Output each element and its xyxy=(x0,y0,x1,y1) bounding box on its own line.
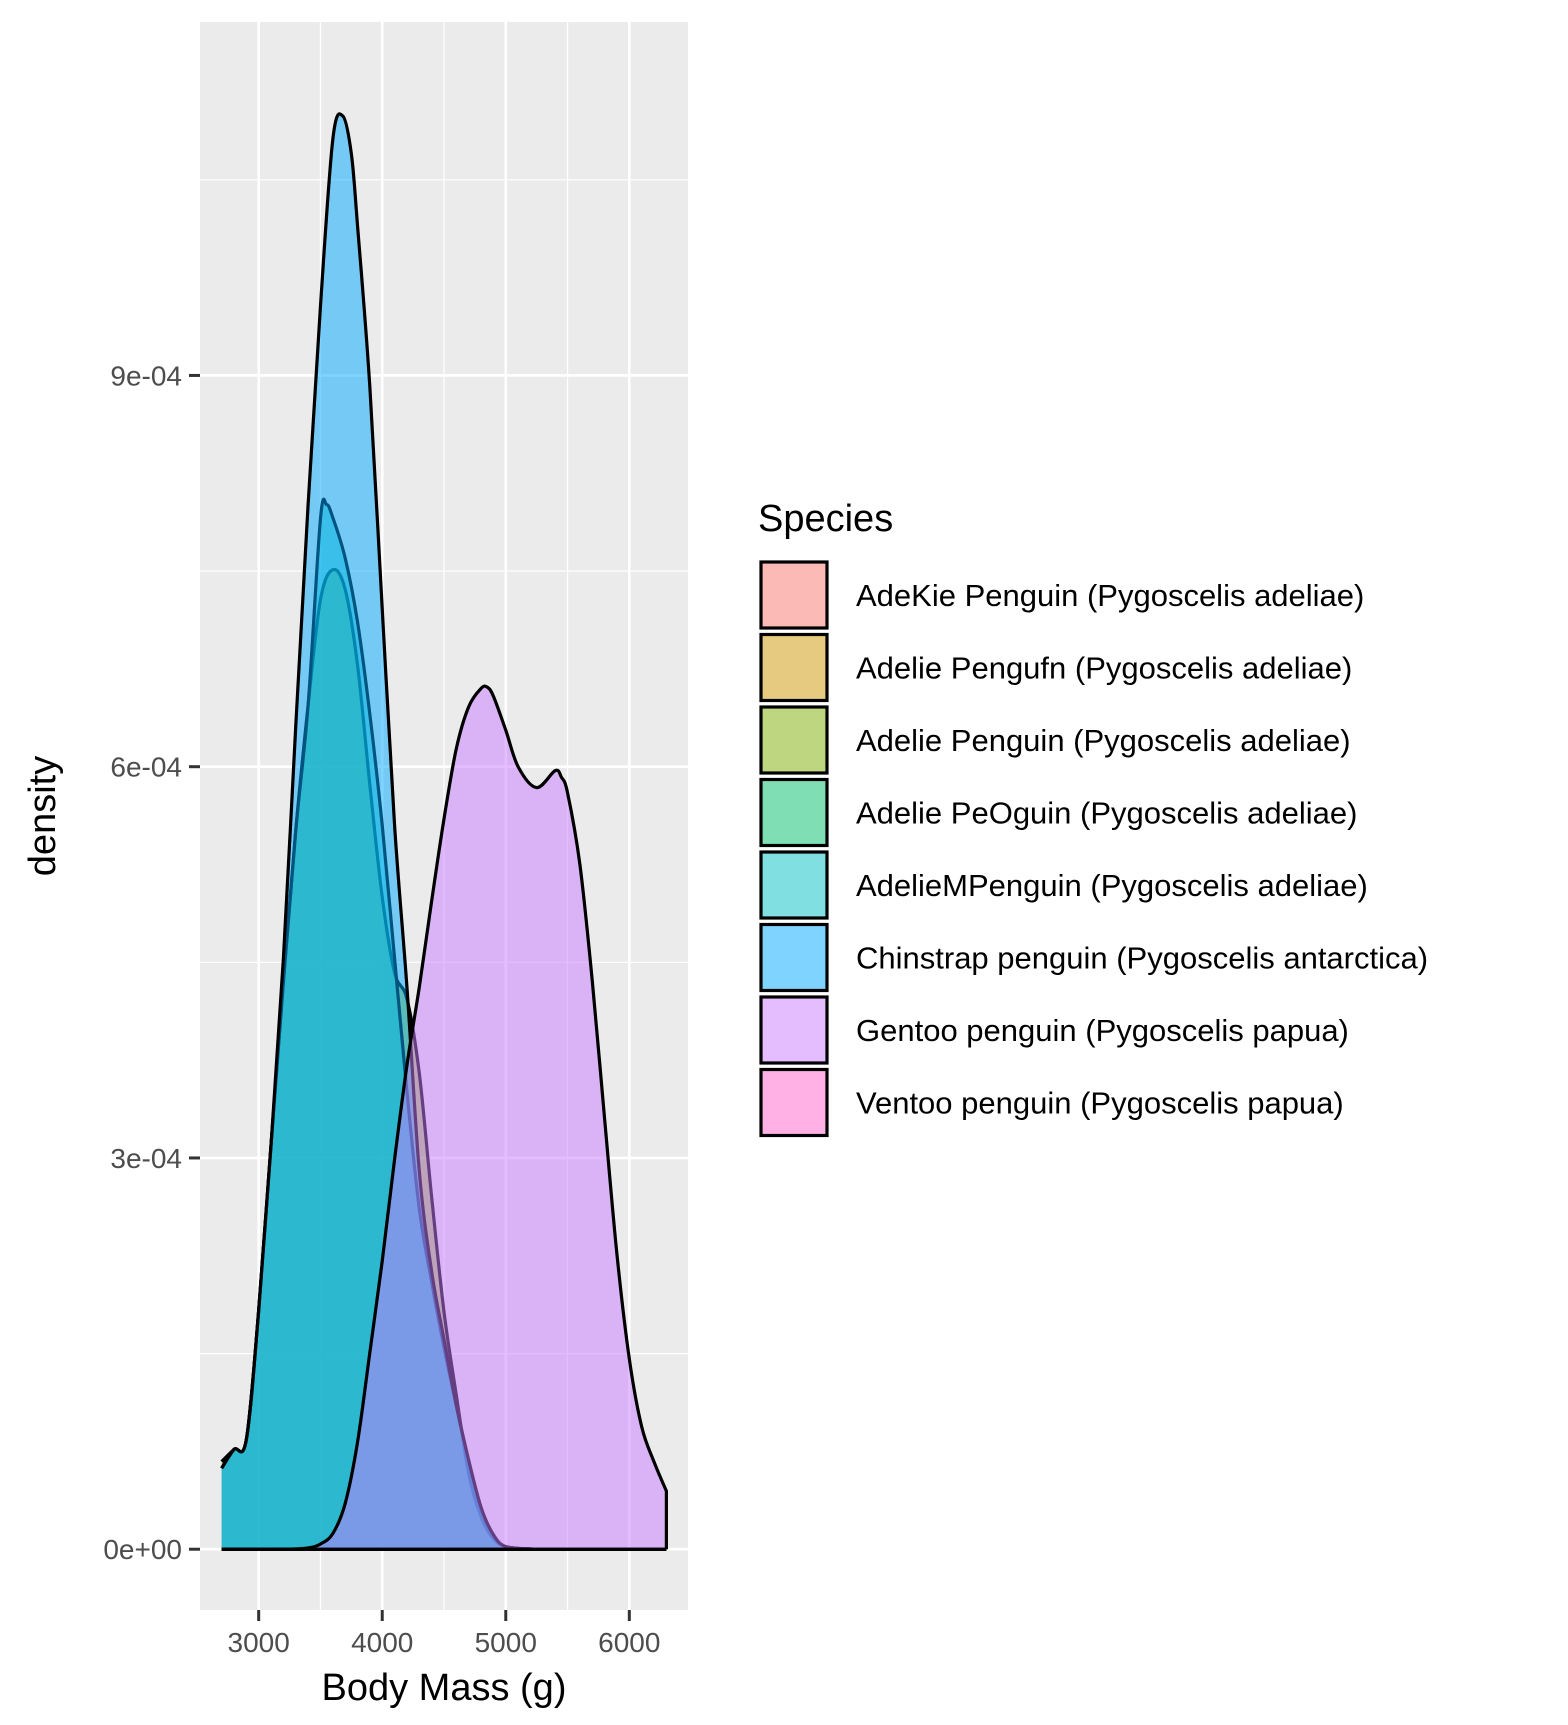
density-area-gentoo-penguin-pygoscelis-papua xyxy=(221,686,667,1550)
legend-label: Chinstrap penguin (Pygoscelis antarctica… xyxy=(856,941,1428,976)
legend: Species AdeKie Penguin (Pygoscelis adeli… xyxy=(758,498,1428,1138)
y-tick-label: 6e-04 xyxy=(110,752,182,783)
x-axis-title: Body Mass (g) xyxy=(322,1667,567,1709)
legend-label: AdeKie Penguin (Pygoscelis adeliae) xyxy=(856,578,1364,613)
y-tick-label: 9e-04 xyxy=(110,360,182,391)
legend-label: AdelieMPenguin (Pygoscelis adeliae) xyxy=(856,868,1368,903)
y-axis: 0e+00 3e-04 6e-04 9e-04 xyxy=(103,360,200,1565)
legend-key xyxy=(759,705,829,775)
legend-key xyxy=(759,632,829,703)
y-tick-label: 0e+00 xyxy=(103,1534,182,1565)
x-axis: 3000 4000 5000 6000 xyxy=(228,1610,660,1658)
legend-title: Species xyxy=(758,498,893,540)
x-tick-label: 6000 xyxy=(598,1627,660,1658)
legend-label: Gentoo penguin (Pygoscelis papua) xyxy=(856,1013,1349,1048)
density-outline-gentoo-penguin-pygoscelis-papua xyxy=(221,684,668,1551)
y-axis-title: density xyxy=(22,756,64,876)
legend-key xyxy=(759,850,829,920)
density-area-chinstrap-penguin-pygoscelis-antarctica xyxy=(221,113,667,1550)
x-tick-label: 4000 xyxy=(351,1627,413,1658)
density-areas xyxy=(220,112,668,1551)
legend-key xyxy=(759,995,829,1065)
legend-key xyxy=(759,560,829,630)
y-tick-label: 3e-04 xyxy=(110,1143,182,1174)
x-tick-label: 5000 xyxy=(475,1627,537,1658)
legend-label: Adelie Pengufn (Pygoscelis adeliae) xyxy=(856,651,1352,686)
x-tick-label: 3000 xyxy=(228,1627,290,1658)
legend-key xyxy=(759,777,829,848)
legend-key xyxy=(759,1067,829,1138)
legend-label: Adelie PeOguin (Pygoscelis adeliae) xyxy=(856,796,1357,831)
legend-label: Adelie Penguin (Pygoscelis adeliae) xyxy=(856,723,1351,758)
legend-key xyxy=(759,922,829,993)
legend-label: Ventoo penguin (Pygoscelis papua) xyxy=(856,1086,1344,1121)
